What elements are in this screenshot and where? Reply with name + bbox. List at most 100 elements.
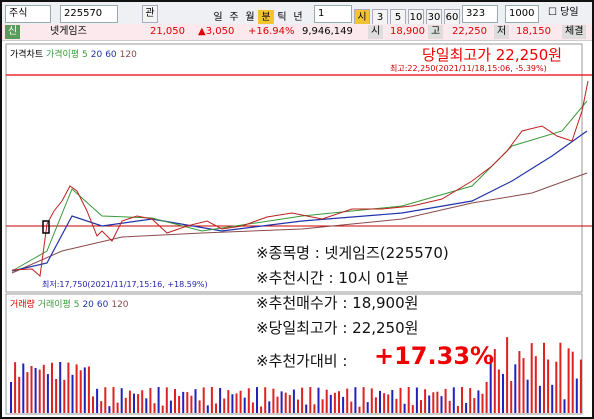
volume-bar (362, 387, 365, 413)
view-count[interactable]: 323 (462, 5, 498, 23)
period-button[interactable]: 주 (229, 12, 239, 23)
volume-bar (145, 398, 148, 413)
volume-legend: 거래량 거래이평 5 20 60 120 (10, 297, 132, 310)
volume-bar (436, 391, 439, 413)
volume-bar (502, 373, 504, 413)
period-button[interactable]: 틱 (277, 12, 287, 23)
volume-bar (420, 400, 422, 413)
volume-bar (251, 402, 254, 413)
volume-bar (469, 388, 472, 413)
volume-bar (313, 404, 316, 413)
volume-bar (461, 387, 463, 413)
legend-label: 거래이평 (37, 300, 71, 310)
volume-bar (547, 359, 550, 413)
max-count[interactable]: 1000 (505, 5, 539, 23)
volume-bar (456, 405, 459, 413)
chart (5, 43, 592, 415)
volume-bar (14, 362, 17, 413)
high: 22,250 (452, 26, 487, 37)
price: 21,050 (150, 26, 185, 37)
volume-bar (34, 368, 37, 413)
legend-period: 120 (111, 300, 129, 310)
volume-bar (354, 387, 357, 413)
volume-bar (272, 388, 275, 413)
volume-bar (526, 379, 529, 413)
open-label: 시 (368, 25, 384, 39)
high-label: 고 (428, 25, 444, 39)
market-select[interactable]: 주식 (5, 5, 51, 23)
change-rate: +16.94% (248, 26, 295, 37)
volume-bar (493, 348, 496, 413)
volume-bar (284, 392, 287, 413)
volume-bar (432, 392, 435, 413)
volume-bar (280, 391, 283, 413)
legend-period: 20 (90, 50, 103, 60)
volume-bar (485, 381, 488, 413)
volume-bar (108, 406, 111, 413)
volume-bar (260, 406, 263, 413)
period-count[interactable]: 1 (314, 5, 352, 23)
info-line: ※당일최고가 : 22,250원 (256, 319, 419, 337)
volume-bar (440, 396, 443, 413)
volume-bar (149, 388, 152, 413)
legend-period: 20 (82, 300, 94, 310)
volume-bar (288, 395, 291, 413)
info-line: ※종목명 : 넷게임즈(225570) (256, 244, 449, 262)
period-button[interactable]: 월 (245, 12, 255, 23)
volume-bar (157, 387, 160, 413)
volume-bar (567, 348, 570, 413)
volume-bar (46, 374, 49, 413)
volume-bar (563, 399, 566, 413)
volume-bar (309, 387, 312, 413)
volume-bar (190, 395, 193, 413)
price-line (11, 80, 589, 277)
volume-bar (133, 393, 135, 413)
ma-60 (11, 130, 588, 272)
volume-bar (403, 403, 406, 413)
volume-bar (247, 388, 250, 413)
info-line: ※추천시간 : 10시 01분 (256, 269, 409, 287)
volume-bar (169, 400, 172, 413)
volume-bar (522, 358, 525, 413)
code-input[interactable]: 225570 (60, 5, 118, 23)
volume-bar (153, 403, 156, 413)
low: 18,150 (516, 26, 551, 37)
trade-button[interactable]: 체결 (562, 25, 587, 39)
volume-bar (256, 387, 258, 413)
volume-bar (137, 394, 140, 413)
ma-120 (11, 172, 588, 274)
volume-bar (18, 376, 21, 413)
volume-bar (415, 387, 418, 413)
volume-bar (551, 384, 554, 413)
legend-label: 거래량 (10, 300, 35, 310)
volume-bar (51, 362, 53, 413)
volume-bar (87, 366, 90, 413)
volume-bar (79, 370, 82, 413)
volume-bar (538, 385, 541, 413)
volume-bar (30, 366, 33, 413)
volume-bar (63, 379, 66, 413)
volume-bar (206, 405, 209, 413)
volume-bar (399, 387, 402, 413)
volume-bar (407, 387, 410, 413)
volume-bar (75, 364, 78, 413)
legend-label: 가격이평 (46, 50, 80, 60)
volume-bar (235, 393, 238, 413)
volume-bar (395, 398, 398, 413)
today-option[interactable]: ☐ 당일 (548, 7, 579, 18)
volume-bar (239, 390, 242, 413)
price-pane (5, 43, 583, 293)
period-button[interactable]: 일 (213, 12, 223, 23)
volume-bar (379, 390, 381, 413)
period-button[interactable]: 분 (258, 10, 274, 26)
volume-bar (297, 399, 299, 413)
open: 18,900 (390, 26, 425, 37)
volume-bar (182, 391, 185, 413)
period-button[interactable]: 년 (293, 12, 303, 23)
volume-bar (366, 402, 369, 413)
volume-bar (333, 392, 336, 413)
volume-bar (174, 389, 176, 413)
volume-bar (42, 364, 45, 413)
mode-button[interactable]: 관 (142, 5, 158, 23)
